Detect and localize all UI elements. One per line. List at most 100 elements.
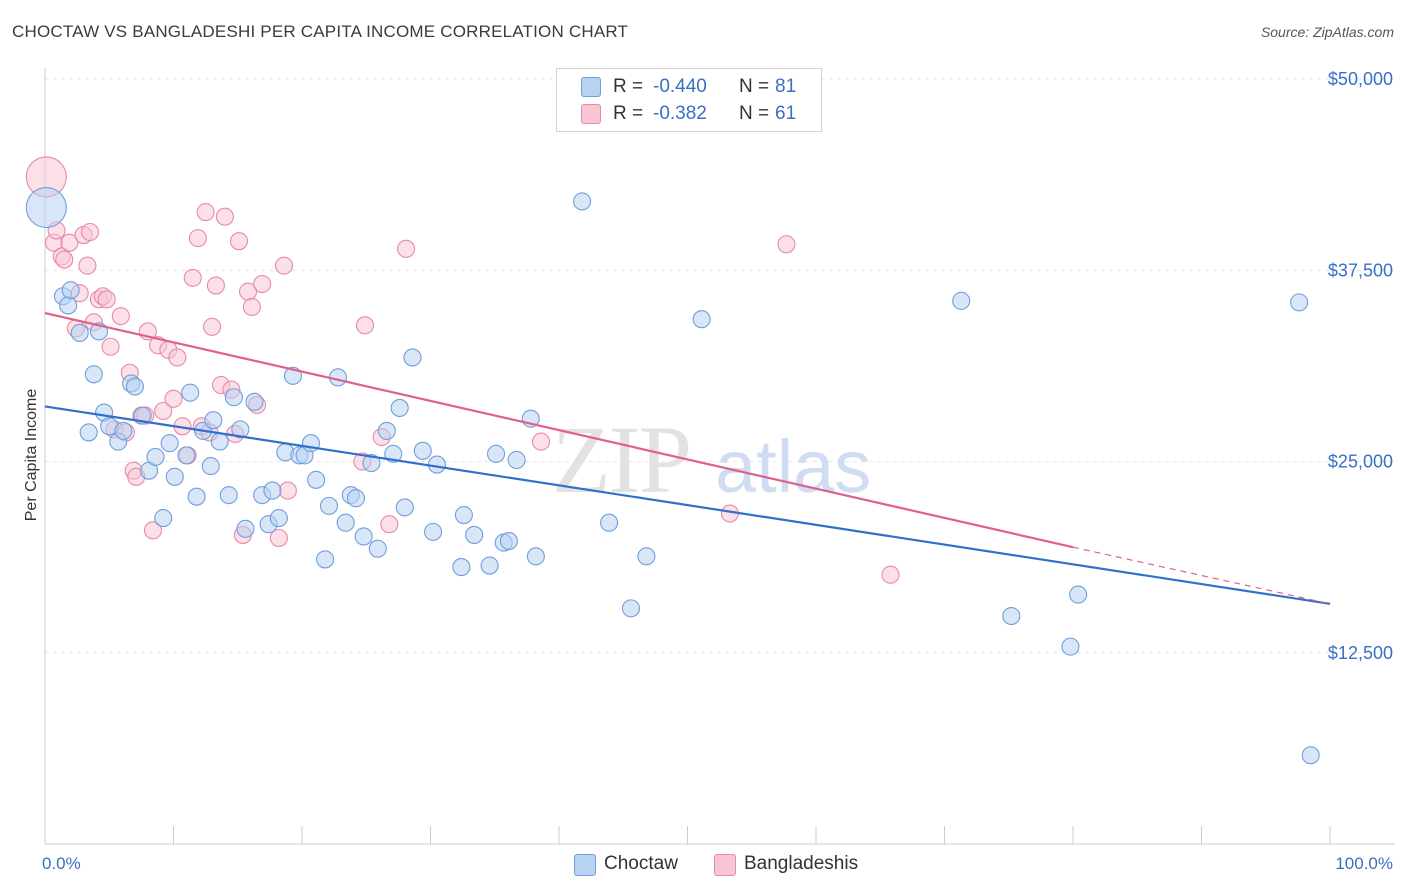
point-choctaw (362, 453, 381, 473)
y-tick-label: $25,000 (1328, 452, 1393, 472)
point-choctaw (395, 498, 414, 517)
point-choctaw (621, 599, 641, 618)
point-choctaw (224, 388, 243, 407)
point-bangladeshis (229, 232, 249, 251)
point-choctaw (79, 423, 98, 442)
point-bangladeshis (183, 268, 202, 287)
point-bangladeshis (881, 565, 900, 584)
y-tick-labels: $12,500 $25,000 $37,500 $50,000 (1328, 69, 1393, 663)
point-bangladeshis (164, 389, 183, 408)
point-bangladeshis (355, 316, 375, 335)
point-bangladeshis (78, 256, 97, 275)
point-choctaw (526, 547, 545, 566)
series-legend-label: Choctaw (604, 853, 678, 874)
point-choctaw (507, 450, 526, 470)
watermark-atlas: atlas (715, 425, 871, 508)
trend-lines (44, 312, 1331, 605)
point-choctaw (952, 291, 971, 310)
legend-n-label: N = (739, 103, 770, 124)
point-choctaw (427, 455, 446, 474)
point-choctaw (465, 525, 484, 544)
x-tick-label: 100.0% (1335, 854, 1393, 873)
trend-line-bangladeshis (44, 312, 1074, 549)
y-tick-label: $50,000 (1328, 69, 1393, 89)
point-bangladeshis (253, 274, 272, 294)
point-choctaw (1002, 606, 1021, 626)
point-choctaw (368, 539, 387, 558)
point-bangladeshis (196, 203, 215, 222)
point-bangladeshis (397, 239, 416, 258)
point-choctaw (499, 532, 518, 551)
point-choctaw (692, 310, 711, 329)
chart-title: CHOCTAW VS BANGLADESHI PER CAPITA INCOME… (12, 22, 629, 41)
point-choctaw (114, 421, 133, 440)
series-legend: Choctaw Bangladeshis (0, 852, 1406, 878)
legend-r-value: -0.440 (653, 76, 707, 97)
point-choctaw (316, 550, 335, 569)
trend-line-choctaw (44, 405, 1331, 605)
point-bangladeshis (80, 222, 100, 242)
point-bangladeshis (203, 317, 222, 336)
point-choctaw (480, 556, 499, 575)
point-bangladeshis (777, 235, 796, 254)
legend-r-label: R = (613, 103, 644, 124)
point-choctaw (403, 348, 422, 367)
watermark-zip: ZIP (552, 406, 690, 513)
point-choctaw (354, 527, 373, 546)
point-bangladeshis (188, 229, 207, 248)
series-choctaw (25, 186, 1320, 765)
point-choctaw (160, 434, 179, 453)
point-choctaw (269, 509, 288, 528)
point-bangladeshis (278, 481, 297, 500)
point-bangladeshis (55, 250, 74, 269)
x-tick-labels: 0.0% 100.0% (42, 854, 1393, 873)
point-choctaw (486, 444, 506, 463)
point-choctaw (245, 392, 264, 411)
series-legend-label: Bangladeshis (744, 853, 859, 874)
point-choctaw (1061, 637, 1080, 656)
point-choctaw (70, 323, 89, 343)
point-choctaw (384, 444, 403, 463)
point-choctaw (204, 411, 223, 430)
legend-row-bangladeshis: R = -0.382 N = 61 (557, 101, 821, 127)
trend-line-bangladeshis-extension (1072, 546, 1331, 605)
point-choctaw (146, 447, 165, 466)
point-bangladeshis (60, 233, 79, 252)
point-bangladeshis (143, 521, 162, 540)
point-bangladeshis (111, 307, 130, 326)
legend-r-value: -0.382 (653, 103, 707, 124)
y-tick-label: $12,500 (1328, 643, 1393, 663)
correlation-legend: R = -0.440 N = 81 R = -0.382 N = 61 (556, 68, 822, 132)
point-choctaw (377, 421, 396, 440)
point-choctaw (201, 457, 220, 476)
point-choctaw (336, 513, 355, 532)
point-choctaw (1301, 746, 1320, 765)
y-axis-label: Per Capita Income (23, 389, 40, 522)
point-bangladeshis (274, 256, 294, 275)
point-bangladeshis (168, 348, 187, 367)
x-tick-label: 0.0% (42, 854, 81, 873)
point-choctaw (452, 558, 471, 577)
series-legend-swatch-bangladeshis (714, 854, 736, 876)
y-tick-label: $37,500 (1328, 260, 1393, 280)
point-choctaw (187, 487, 206, 506)
point-choctaw (231, 420, 250, 439)
point-choctaw (1290, 293, 1309, 312)
legend-swatch-choctaw (581, 77, 601, 97)
point-bangladeshis (269, 528, 288, 548)
point-choctaw (210, 432, 229, 451)
point-choctaw (307, 470, 326, 489)
series-legend-swatch-choctaw (574, 854, 596, 876)
point-choctaw (59, 296, 78, 315)
point-choctaw (600, 513, 619, 532)
point-choctaw (84, 365, 103, 384)
point-bangladeshis (154, 401, 173, 421)
point-choctaw (263, 481, 282, 500)
point-choctaw (573, 192, 592, 211)
point-bangladeshis (215, 207, 234, 226)
point-choctaw (177, 446, 196, 465)
point-bangladeshis (206, 276, 225, 295)
source-credit: Source: ZipAtlas.com (1260, 24, 1394, 40)
point-choctaw (319, 496, 339, 515)
legend-n-value: 61 (775, 103, 797, 124)
